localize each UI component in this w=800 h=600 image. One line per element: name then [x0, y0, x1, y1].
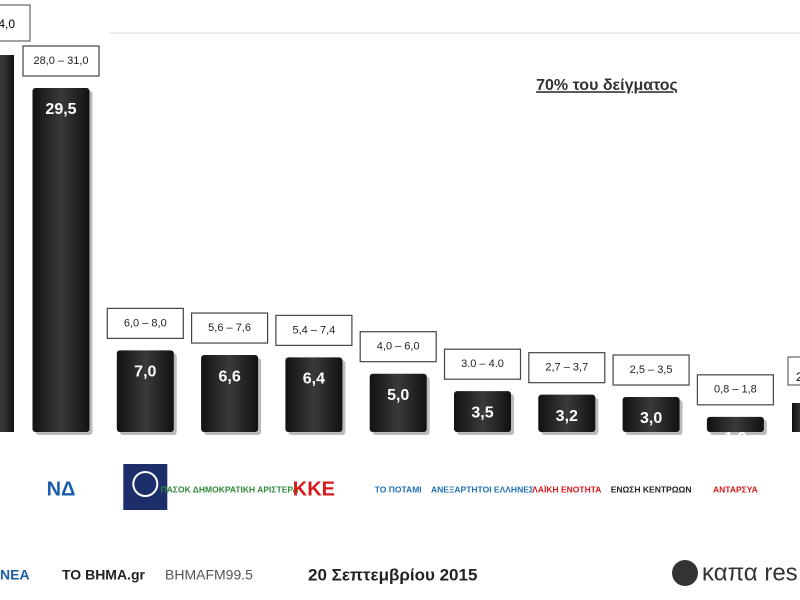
value-label: 5,0 — [387, 387, 409, 404]
category-label: ΤΟ ΠΟΤΑΜΙ — [375, 484, 422, 494]
category-label: ΕΝΩΣΗ ΚΕΝΤΡΩΩΝ — [611, 484, 692, 494]
bar — [622, 397, 680, 432]
bar — [285, 357, 343, 432]
category-label: ΚΚΕ — [293, 478, 335, 500]
range-label: 3.0 – 4.0 — [461, 358, 504, 370]
range-label: 0,8 – 1,8 — [714, 384, 757, 396]
category-label: ΑΝΕΞΑΡΤΗΤΟΙ ΕΛΛΗΝΕΣ — [431, 484, 534, 494]
value-label: 6,6 — [218, 368, 240, 385]
edge-label: 4,0 — [0, 17, 15, 31]
source-logo: ΤΟ ΒΗΜΑ.gr — [62, 567, 146, 583]
source-logo: ΝΕΑ — [0, 567, 30, 583]
category-label: ΝΔ — [47, 478, 76, 500]
date: 20 Σεπτεμβρίου 2015 — [308, 565, 477, 584]
edge-box — [0, 4, 31, 42]
edge-label: 2 — [796, 370, 800, 384]
bar — [116, 350, 174, 432]
range-label: 5,6 – 7,6 — [208, 322, 251, 334]
bar — [538, 394, 596, 432]
value-label: 29,5 — [45, 101, 76, 118]
range-box — [106, 307, 184, 339]
range-box — [528, 352, 606, 384]
source-logo: καπα res — [702, 559, 798, 586]
range-label: 2,7 – 3,7 — [545, 362, 588, 374]
range-box — [22, 45, 100, 77]
range-label: 2,5 – 3,5 — [630, 364, 673, 376]
range-box — [359, 331, 437, 363]
range-box — [275, 314, 353, 346]
value-label: 3,5 — [471, 404, 493, 421]
bar — [201, 355, 259, 432]
annotation: 70% του δείγματος — [536, 77, 678, 94]
range-box — [191, 312, 269, 344]
value-label: 3,0 — [640, 410, 662, 427]
value-label: 7,0 — [134, 364, 156, 381]
bar — [369, 373, 427, 432]
party-logo — [132, 471, 159, 497]
value-label: 3,2 — [556, 408, 578, 425]
range-box — [443, 348, 522, 380]
range-box — [696, 374, 775, 406]
bar — [32, 88, 90, 432]
range-label: 6,0 – 8,0 — [124, 317, 167, 329]
edge-box — [787, 356, 800, 386]
edge-bar — [0, 55, 14, 432]
logo-mark — [672, 560, 698, 586]
range-label: 28,0 – 31,0 — [33, 55, 88, 67]
bar — [706, 416, 764, 432]
bar — [454, 391, 511, 432]
range-label: 5,4 – 7,4 — [292, 324, 335, 336]
category-label: ΠΑΣΟΚ ΔΗΜΟΚΡΑΤΙΚΗ ΑΡΙΣΤΕΡΑ — [161, 484, 299, 494]
value-label: 1,3 — [724, 430, 746, 447]
edge-bar — [792, 403, 800, 432]
range-box — [612, 354, 690, 386]
category-label: ΛΑΪΚΗ ΕΝΟΤΗΤΑ — [532, 484, 601, 494]
source-logo: ΒΗΜΑFM99.5 — [165, 567, 253, 583]
category-label: ΑΝΤΑΡΣΥΑ — [713, 484, 758, 494]
range-label: 4,0 – 6,0 — [377, 341, 420, 353]
value-label: 6,4 — [303, 371, 325, 388]
